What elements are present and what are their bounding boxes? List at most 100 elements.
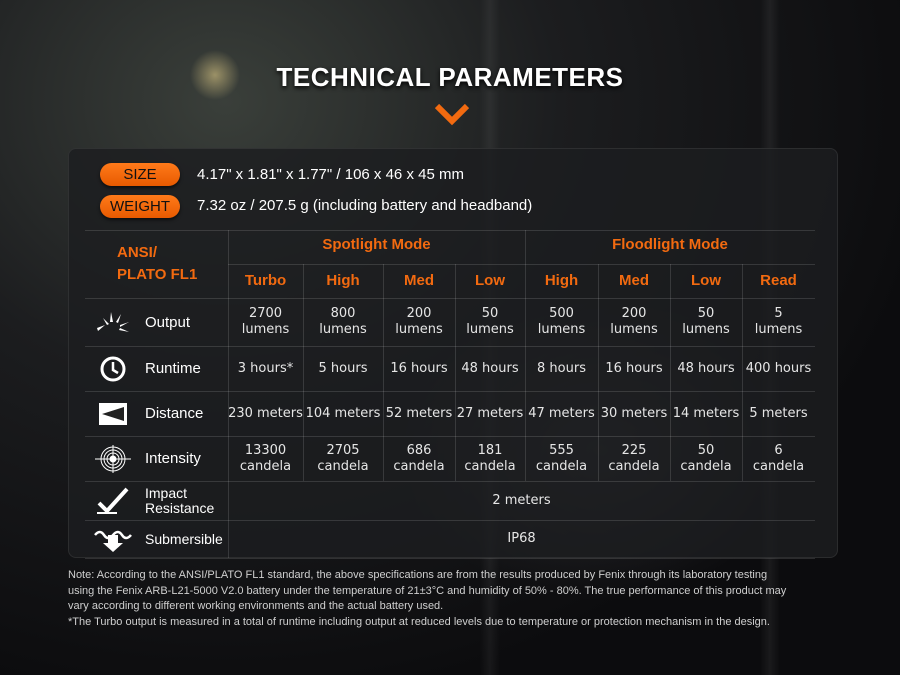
cell-text: 500 <box>549 306 574 321</box>
cell-text: lumens <box>754 322 803 337</box>
table-cell: 52 meters <box>383 391 455 436</box>
mode-header: Med <box>619 272 649 289</box>
table-cell: 181 candela <box>455 436 525 481</box>
cell-text: 50 <box>481 306 499 321</box>
table-cell: 13300 candela <box>228 436 303 481</box>
column-divider <box>742 264 743 481</box>
row-divider <box>85 520 815 521</box>
submersible-value: IP68 <box>228 520 815 558</box>
table-cell: 5 meters <box>742 391 815 436</box>
column-divider <box>303 264 304 481</box>
cell-text: 13300 <box>244 442 287 458</box>
target-icon <box>95 444 131 473</box>
footnote: Note: According to the ANSI/PLATO FL1 st… <box>68 569 787 628</box>
table-cell: 225 candela <box>598 436 670 481</box>
cell-text: IP68 <box>507 531 536 546</box>
mode-header: High <box>326 272 360 289</box>
cell-text: candela <box>680 458 732 474</box>
cell-text: 2705 <box>326 442 360 458</box>
cell-text: lumens <box>537 322 586 337</box>
cell-text: 230 meters <box>228 405 303 421</box>
impact-check-icon <box>97 487 129 514</box>
table-cell: 555 candela <box>525 436 598 481</box>
column-divider <box>525 264 526 481</box>
table-cell: 686 candela <box>383 436 455 481</box>
weight-badge: WEIGHT <box>100 195 180 218</box>
group-spotlight: Spotlight Mode <box>322 236 431 253</box>
cell-text: lumens <box>241 322 290 337</box>
cell-text: 16 hours <box>390 360 448 376</box>
impact-value: 2 meters <box>228 481 815 520</box>
row-label: Submersible <box>145 531 223 547</box>
cell-text: 52 meters <box>385 405 453 421</box>
row-divider <box>85 436 815 437</box>
mode-header: Med <box>404 272 434 289</box>
page-title: TECHNICAL PARAMETERS <box>276 62 624 92</box>
table-cell: 50 lumens <box>455 298 525 346</box>
cell-text: candela <box>393 458 445 474</box>
row-label-intensity: Intensity <box>85 436 228 481</box>
standard-label: ANSI/PLATO FL1 <box>117 244 198 283</box>
table-cell: 500 lumens <box>525 298 598 346</box>
row-label: Output <box>145 313 191 331</box>
cell-text: lumens <box>682 322 730 337</box>
row-label-output: Output <box>85 298 228 346</box>
row-divider <box>85 391 815 392</box>
cell-text: lumens <box>319 322 367 337</box>
row-divider <box>85 298 815 299</box>
table-cell: 47 meters <box>525 391 598 436</box>
column-divider <box>525 230 526 264</box>
table-cell: 8 hours <box>525 346 598 391</box>
row-label-runtime: Runtime <box>85 346 228 391</box>
cell-text: 8 hours <box>537 360 586 376</box>
distance-beam-icon <box>99 402 127 425</box>
table-cell: 30 meters <box>598 391 670 436</box>
row-divider <box>85 346 815 347</box>
table-cell: 48 hours <box>670 346 742 391</box>
table-cell: 14 meters <box>670 391 742 436</box>
table-cell: 200 lumens <box>383 298 455 346</box>
cell-text: 686 <box>406 442 432 458</box>
clock-icon <box>100 356 126 381</box>
cell-text: lumens <box>466 322 514 337</box>
mode-header: Turbo <box>244 272 287 289</box>
table-cell: 50 lumens <box>670 298 742 346</box>
table-cell: 230 meters <box>228 391 303 436</box>
table-cell: 104 meters <box>303 391 383 436</box>
cell-text: 30 meters <box>600 405 668 421</box>
table-cell: 400 hours <box>742 346 815 391</box>
table-cell: 48 hours <box>455 346 525 391</box>
row-label: Runtime <box>145 360 201 377</box>
size-value: 4.17" x 1.81" x 1.77" / 106 x 46 x 45 mm <box>197 166 464 183</box>
cell-text: 5 meters <box>749 405 808 421</box>
row-label-submersible: Submersible <box>85 520 228 558</box>
row-label-distance: Distance <box>85 391 228 436</box>
row-label: Resistance <box>145 499 215 516</box>
submersible-icon <box>94 530 132 552</box>
table-cell: 800 lumens <box>303 298 383 346</box>
table-cell: 50 candela <box>670 436 742 481</box>
row-label: Distance <box>145 405 204 422</box>
cell-text: 6 <box>774 442 783 458</box>
table-cell: 2705 candela <box>303 436 383 481</box>
cell-text: candela <box>239 458 292 474</box>
column-divider <box>455 264 456 481</box>
cell-text: 800 <box>330 306 356 321</box>
row-label: Impact <box>145 484 188 501</box>
cell-text: candela <box>608 458 660 474</box>
cell-text: 200 <box>621 306 647 321</box>
cell-text: 400 hours <box>745 360 812 376</box>
cell-text: 2 meters <box>492 492 551 508</box>
cell-text: 47 meters <box>528 405 595 421</box>
weight-value: 7.32 oz / 207.5 g (including battery and… <box>197 197 533 214</box>
size-badge: SIZE <box>100 163 180 186</box>
cell-text: 14 meters <box>672 405 740 421</box>
table-cell: 3 hours* <box>228 346 303 391</box>
cell-text: 5 <box>774 306 783 321</box>
table-cell: 200 lumens <box>598 298 670 346</box>
table-cell: 6 candela <box>742 436 815 481</box>
cell-text: 16 hours <box>605 360 663 376</box>
cell-text: candela <box>752 458 805 474</box>
cell-text: lumens <box>610 322 658 337</box>
column-divider <box>228 230 229 558</box>
